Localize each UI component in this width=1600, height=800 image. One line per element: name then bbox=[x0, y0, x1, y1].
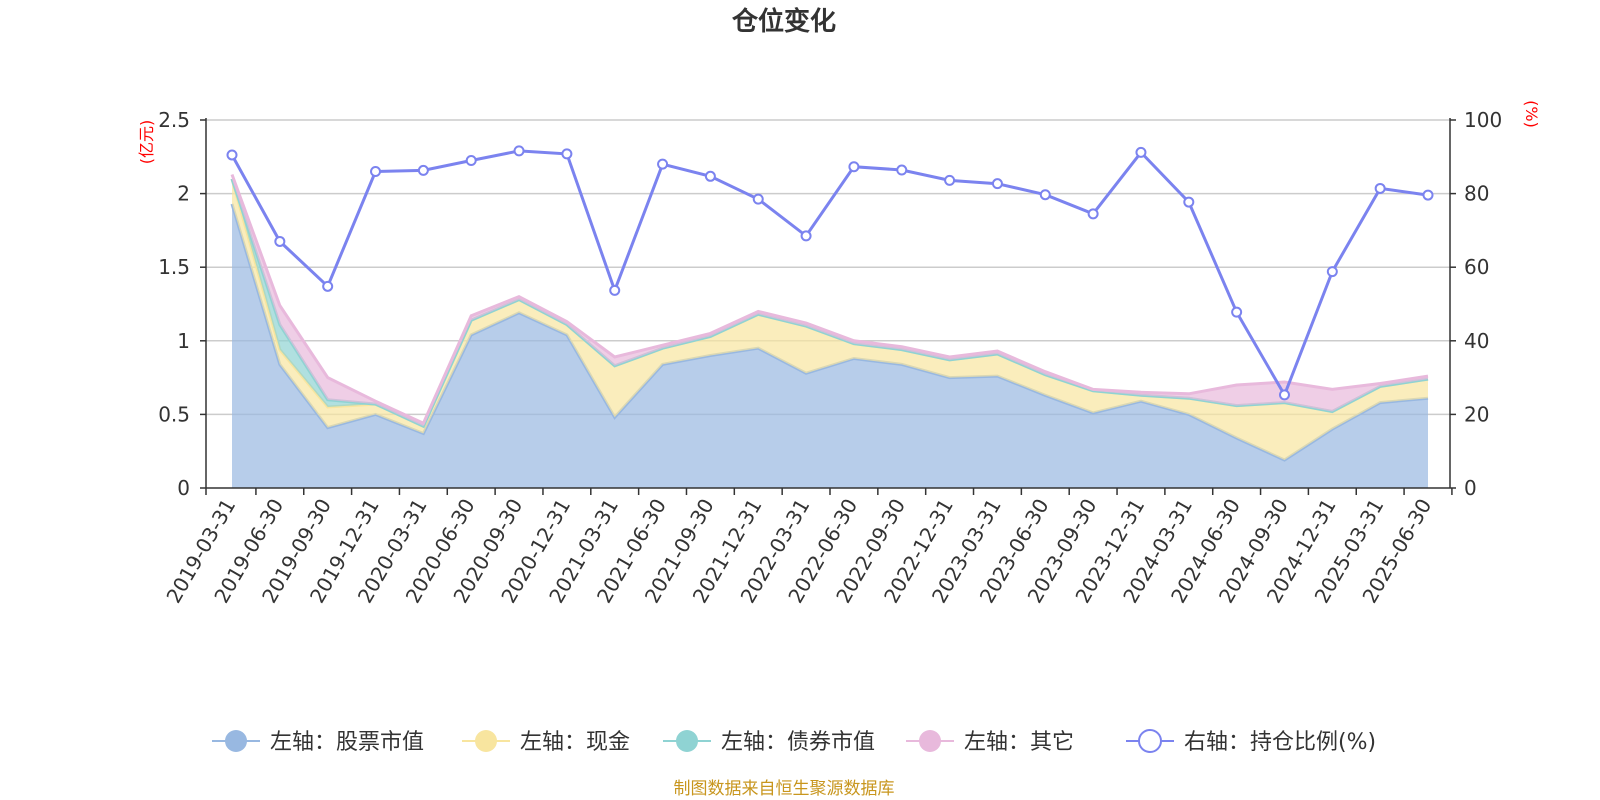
ratio-point bbox=[657, 158, 669, 170]
legend-item: 左轴：股票市值 bbox=[212, 730, 424, 755]
legend-marker bbox=[676, 730, 698, 752]
left-axis-tick-label: 2.5 bbox=[158, 108, 190, 132]
legend-label: 左轴：现金 bbox=[520, 730, 630, 755]
right-axis-unit: (%) bbox=[1522, 100, 1541, 128]
ratio-point bbox=[465, 154, 477, 166]
right-axis-tick-label: 100 bbox=[1464, 108, 1502, 132]
area-左轴：现金 bbox=[232, 178, 1428, 460]
ratio-point bbox=[752, 193, 764, 205]
ratio-point bbox=[370, 166, 382, 178]
right-axis-tick-label: 60 bbox=[1464, 255, 1489, 279]
ratio-point bbox=[800, 230, 812, 242]
legend-item: 左轴：其它 bbox=[906, 730, 1074, 755]
ratio-point bbox=[609, 284, 621, 296]
left-axis-tick-label: 1.5 bbox=[158, 255, 190, 279]
left-axis-unit: (亿元) bbox=[137, 120, 156, 165]
ratio-point bbox=[561, 148, 573, 160]
legend-marker bbox=[1138, 729, 1162, 753]
ratio-point bbox=[1135, 146, 1147, 158]
ratio-point bbox=[513, 145, 525, 157]
stacked-areas bbox=[230, 173, 1429, 488]
ratio-point bbox=[991, 178, 1003, 190]
ratio-point bbox=[1087, 208, 1099, 220]
area-左轴：其它 bbox=[232, 174, 1428, 427]
right-axis-tick-label: 0 bbox=[1464, 476, 1477, 500]
legend-marker bbox=[919, 730, 941, 752]
ratio-point bbox=[1374, 182, 1386, 194]
left-axis-tick-label: 0 bbox=[177, 476, 190, 500]
left-axis-tick-label: 2 bbox=[177, 182, 190, 206]
right-axis-tick-label: 40 bbox=[1464, 329, 1489, 353]
ratio-series bbox=[226, 145, 1434, 401]
ratio-point bbox=[1422, 189, 1434, 201]
right-axis-tick-label: 80 bbox=[1464, 182, 1489, 206]
ratio-point bbox=[322, 280, 334, 292]
ratio-point bbox=[896, 164, 908, 176]
area-左轴：股票市值 bbox=[232, 203, 1428, 488]
ratio-point bbox=[944, 174, 956, 186]
ratio-point bbox=[1039, 189, 1051, 201]
ratio-point bbox=[226, 149, 238, 161]
legend: 左轴：股票市值 左轴：现金 左轴：债券市值 左轴：其它 右轴：持仓比例(%) bbox=[212, 729, 1376, 755]
chart-title: 仓位变化 bbox=[731, 6, 836, 37]
right-axis-tick-label: 20 bbox=[1464, 402, 1489, 426]
legend-item: 左轴：债券市值 bbox=[663, 730, 875, 755]
legend-label: 右轴：持仓比例(%) bbox=[1184, 730, 1376, 755]
legend-item: 右轴：持仓比例(%) bbox=[1126, 729, 1376, 755]
legend-item: 左轴：现金 bbox=[462, 730, 630, 755]
ratio-point bbox=[704, 170, 716, 182]
ratio-point bbox=[1278, 389, 1290, 401]
ratio-point bbox=[1326, 266, 1338, 278]
left-axis-tick-label: 0.5 bbox=[158, 402, 190, 426]
ratio-point bbox=[1231, 306, 1243, 318]
legend-marker bbox=[475, 730, 497, 752]
legend-label: 左轴：其它 bbox=[964, 730, 1074, 755]
legend-label: 左轴：股票市值 bbox=[270, 730, 424, 755]
ratio-point bbox=[1183, 196, 1195, 208]
legend-label: 左轴：债券市值 bbox=[721, 730, 875, 755]
ratio-point bbox=[274, 235, 286, 247]
ratio-line bbox=[230, 149, 1429, 399]
ratio-point bbox=[417, 164, 429, 176]
area-edge-左轴：其它 bbox=[230, 173, 1429, 426]
legend-marker bbox=[225, 730, 247, 752]
source-note: 制图数据来自恒生聚源数据库 bbox=[674, 779, 895, 799]
ratio-point bbox=[848, 161, 860, 173]
left-axis-tick-label: 1 bbox=[177, 329, 190, 353]
